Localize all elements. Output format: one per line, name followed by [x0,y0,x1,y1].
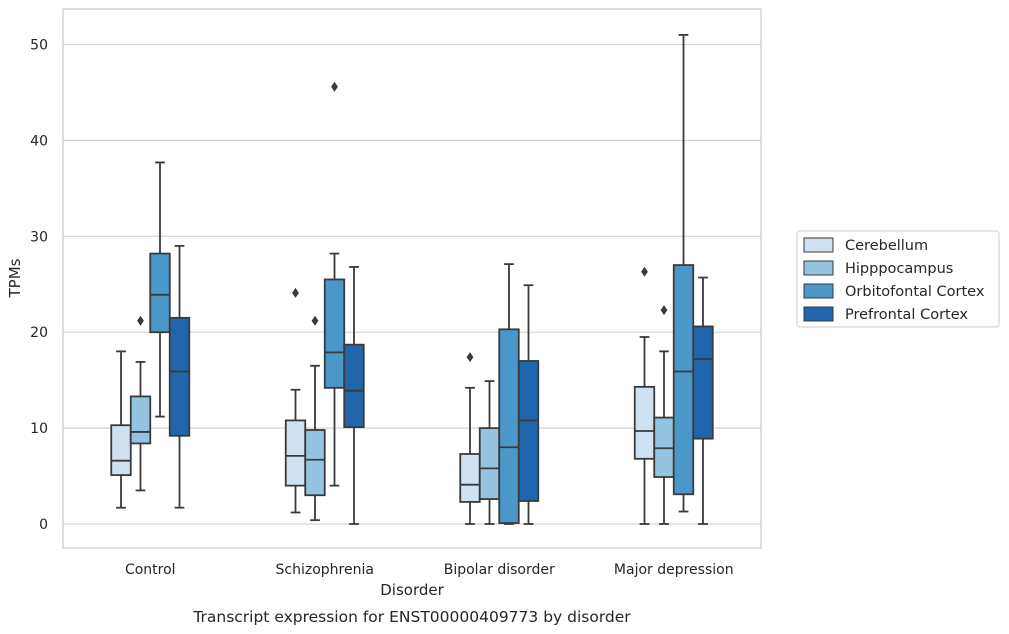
outlier-point [331,81,338,92]
y-tick-label: 40 [30,133,48,149]
box-4-series-2 [653,305,675,525]
y-axis-label: TPMs [6,258,24,298]
box-body [110,424,132,476]
box-body [284,419,307,487]
box-2-series-2 [304,315,326,522]
box-body [633,385,656,460]
box-3-series-1 [459,352,481,525]
box-1-series-4 [168,244,191,509]
legend-swatch [803,306,834,322]
box-body [323,278,346,389]
y-tick-label: 30 [30,229,48,245]
box-body [168,316,191,437]
box-3-series-4 [517,284,540,525]
box-3-series-3 [498,263,520,525]
x-axis-label: Disorder [380,581,444,599]
chart-caption: Transcript expression for ENST0000040977… [192,608,631,626]
outlier-point [137,315,144,326]
y-tick-label: 0 [39,517,48,533]
outlier-point [466,352,474,363]
box-2-series-4 [343,266,365,525]
outlier-point [660,305,668,316]
y-tick-labels: 0 10 20 30 40 50 [30,38,48,534]
box-body [517,360,540,502]
legend-swatch [803,283,834,299]
y-tick-label: 10 [30,421,48,437]
box-body [672,264,695,496]
legend-label: Hipppocampus [845,261,953,277]
box-body [343,343,365,429]
box-3-series-2 [478,380,501,525]
box-body [129,395,152,445]
legend-label: Prefrontal Cortex [845,307,968,323]
box-4-series-4 [692,276,714,525]
box-4-series-3 [672,34,695,513]
box-body [653,416,675,478]
x-tick-labels: Control Schizophrenia Bipolar disorder Majo… [125,562,734,578]
legend-frame [796,230,1000,328]
box-1-series-3 [149,161,171,418]
legend-swatch [803,260,834,276]
box-1-series-2 [129,315,152,492]
x-tick-label: Control [125,562,176,578]
legend-swatch [803,237,834,253]
x-tick-label: Schizophrenia [276,562,374,578]
legend: Cerebellum Hipppocampus Orbitofontal Corte… [796,230,1000,328]
box-body [498,328,520,524]
box-body [149,252,171,334]
legend-label: Cerebellum [845,238,928,254]
box-body [478,427,501,500]
legend-label: Orbitofontal Cortex [845,284,985,300]
box-body [459,453,481,503]
outlier-point [641,266,648,277]
box-4-series-1 [633,266,656,525]
plot-frame [62,8,762,549]
x-tick-label: Major depression [614,562,734,578]
box-2-series-3 [323,81,346,487]
boxes-layer [110,34,714,525]
outlier-point [292,287,299,298]
box-body [304,429,326,497]
x-tick-label: Bipolar disorder [444,562,555,578]
y-tick-label: 50 [30,38,48,54]
box-body [692,325,714,440]
box-1-series-1 [110,350,132,509]
box-2-series-1 [284,287,307,514]
y-tick-label: 20 [30,325,48,341]
outlier-point [311,315,319,326]
